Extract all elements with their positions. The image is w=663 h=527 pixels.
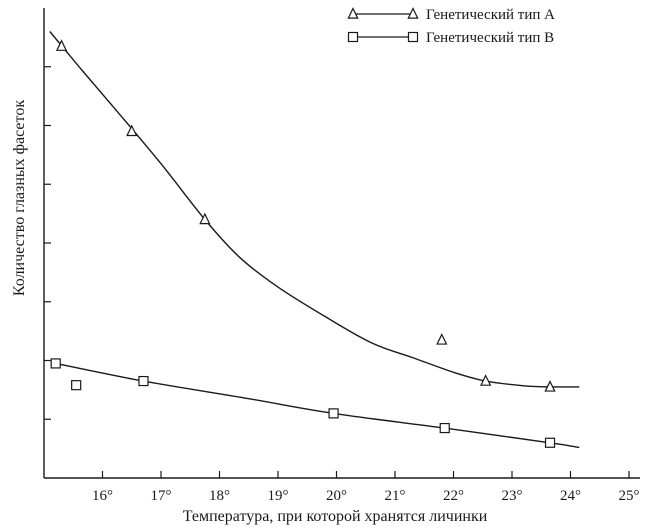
x-tick-label: 20° [326,488,347,504]
data-point-a [55,39,68,51]
data-point-b [138,375,149,387]
data-point-a [436,333,448,345]
legend-marker [407,7,419,19]
legend-item-b: Генетический тип В [347,30,554,46]
data-point-b [328,408,339,419]
data-point-a [544,380,556,392]
data-point-a [480,374,492,386]
legend-marker [347,7,359,19]
legend-label: Генетический тип А [426,7,555,23]
x-tick-label: 23° [502,488,523,504]
x-tick-label: 19° [268,488,289,504]
legend-marker [347,31,359,43]
x-tick-label: 22° [443,488,464,504]
series-line-b [55,362,580,449]
legend: Генетический тип А Генетический тип В [347,7,555,46]
x-tick-label: 24° [560,488,581,504]
series-line-a [49,31,580,388]
series-layer [49,31,580,449]
legend-marker [407,31,419,43]
data-point-b [71,380,82,391]
data-point-b [544,437,556,448]
data-point-b [50,358,61,369]
y-axis-title: Количество глазных фасеток [11,100,28,296]
data-point-a [199,212,211,225]
x-tick-label: 17° [151,488,172,504]
series-b [50,358,580,449]
x-tick-label: 16° [92,488,113,504]
legend-item-a: Генетический тип А [347,7,555,23]
x-tick-label: 21° [385,488,406,504]
data-point-b [439,422,450,434]
x-tick-label: 25° [619,488,640,504]
axes: 16° 17° 18° 19° 20° 21° 22° 23° 24° 25° [43,8,640,504]
x-axis-title: Температура, при которой хранятся личинк… [183,508,488,525]
data-point-a [126,124,138,137]
series-a [49,31,580,392]
x-tick-label: 18° [209,488,230,504]
legend-label: Генетический тип В [426,30,554,46]
